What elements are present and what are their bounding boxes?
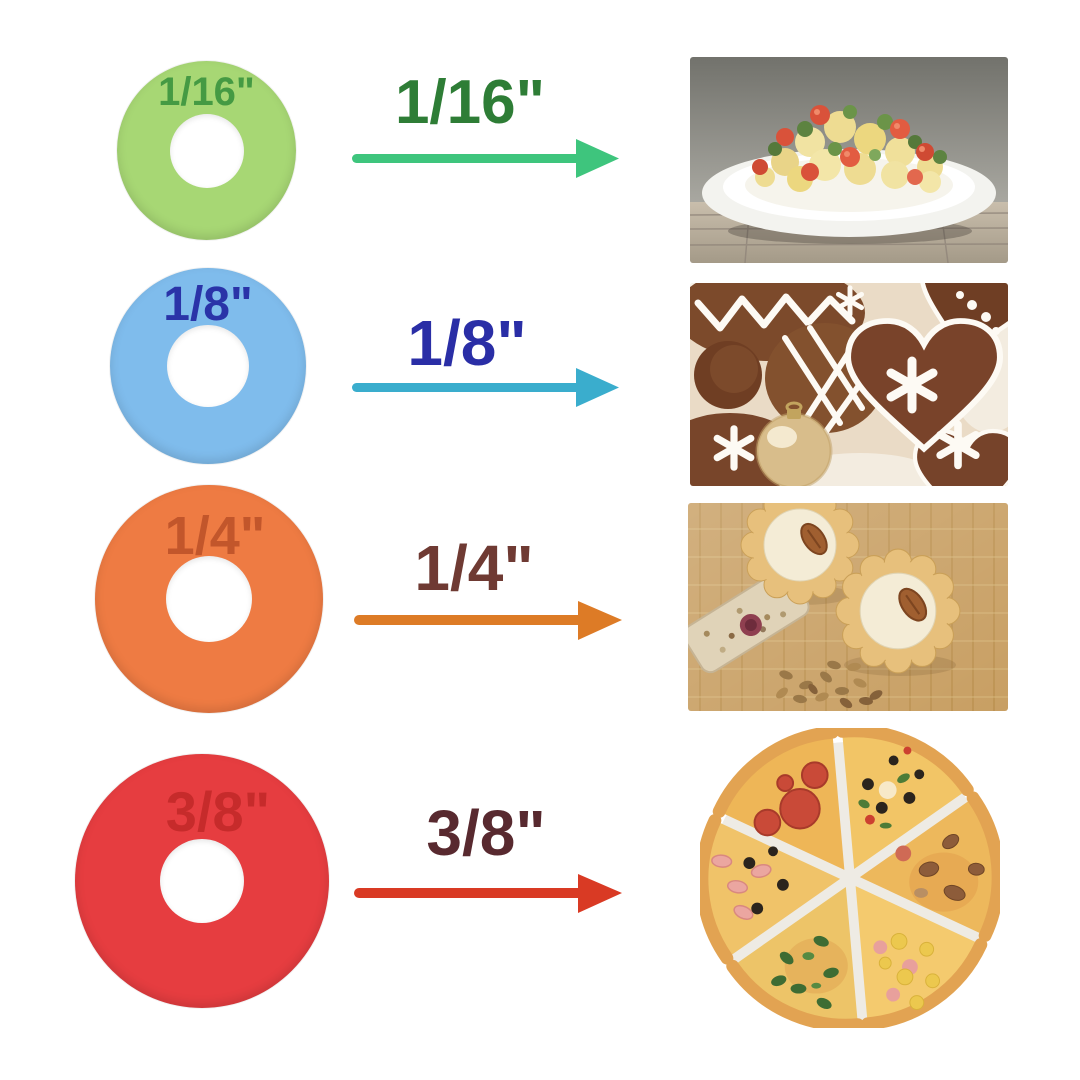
- disc-hole: [169, 113, 244, 188]
- food-photo-gingerbread-cookies: [690, 283, 1008, 486]
- disc-size-label-3-8: 3/8": [165, 780, 271, 843]
- right-arrow-icon: [354, 601, 622, 640]
- arrow-size-label-1-16: 1/16": [394, 68, 546, 137]
- disc-hole: [160, 839, 244, 923]
- size-disc-1-4: [95, 485, 323, 713]
- size-disc-3-8: [75, 754, 329, 1008]
- disc-size-label-1-16: 1/16": [158, 70, 255, 114]
- right-arrow-icon: [352, 368, 619, 407]
- disc-hole: [166, 556, 252, 642]
- food-photo-pasta-salad: [690, 57, 1008, 263]
- right-arrow-icon: [352, 139, 619, 178]
- disc-size-label-1-4: 1/4": [164, 506, 266, 566]
- arrow-size-label-3-8: 3/8": [426, 797, 546, 869]
- size-disc-1-8: [110, 268, 306, 464]
- arrow-size-label-1-4: 1/4": [414, 532, 534, 604]
- disc-hole: [167, 325, 249, 407]
- size-disc-1-16: [117, 61, 296, 240]
- disc-size-label-1-8: 1/8": [163, 278, 253, 331]
- arrow-size-label-1-8: 1/8": [407, 307, 527, 379]
- food-photo-pizza: [700, 728, 1000, 1028]
- food-photo-almond-cookies: [688, 503, 1008, 711]
- right-arrow-icon: [354, 874, 622, 913]
